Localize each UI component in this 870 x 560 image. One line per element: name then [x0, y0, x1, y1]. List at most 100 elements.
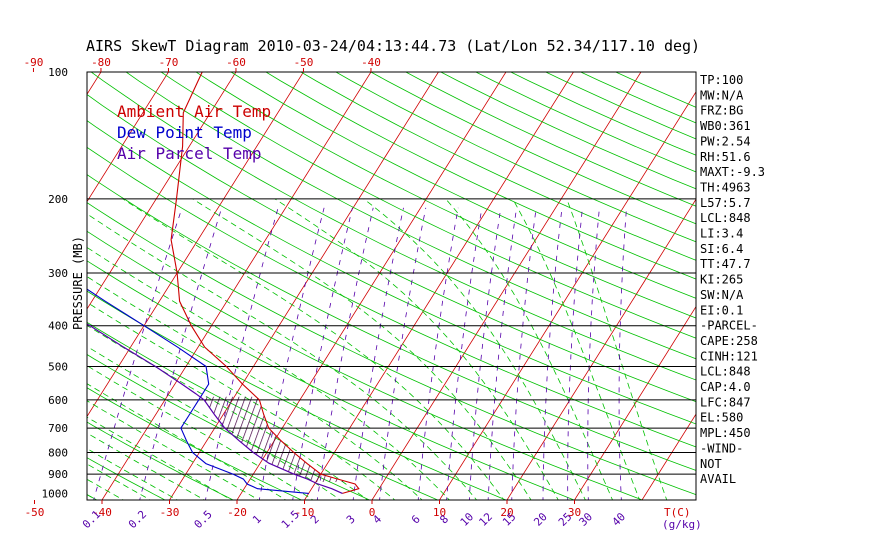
pressure-tick-label: 600: [48, 394, 68, 407]
index-entry: EI:0.1: [700, 303, 743, 317]
bottom-tick-label: -50: [25, 506, 45, 519]
dry-adiabat-line: [87, 202, 696, 496]
mixing-ratio-label: 20: [531, 510, 550, 529]
mixing-ratio-label: 3: [344, 513, 358, 527]
dry-adiabat-line: [125, 72, 696, 360]
index-entry: CAP:4.0: [700, 380, 751, 394]
mixing-ratio-line: [587, 207, 600, 500]
moist-adiabat-lines: [87, 198, 668, 500]
mixing-ratio-line: [511, 207, 537, 500]
mixing-ratio-unit: (g/kg): [662, 518, 702, 531]
bottom-tick-label: -20: [227, 506, 247, 519]
legend-entry: Air Parcel Temp: [117, 144, 262, 163]
mixing-ratio-label: 10: [458, 510, 477, 529]
isotherm-lines: [0, 53, 870, 503]
dry-adiabat-line: [87, 387, 303, 500]
index-entry: KI:265: [700, 273, 743, 287]
mixing-ratio-line: [618, 207, 627, 500]
ambient-temp-line: [170, 72, 360, 494]
index-entry: -PARCEL-: [700, 319, 758, 333]
dry-adiabat-line: [160, 72, 696, 339]
mixing-ratio-line: [379, 207, 427, 500]
moist-adiabat-line: [87, 448, 179, 500]
index-entry: LI:3.4: [700, 227, 743, 241]
dry-adiabat-line: [87, 120, 696, 425]
index-entry: SW:N/A: [700, 288, 744, 302]
bottom-tick-label: -30: [160, 506, 180, 519]
pressure-tick-label: 1000: [42, 487, 69, 500]
index-entry: MAXT:-9.3: [700, 165, 765, 179]
isobar-lines: [87, 198, 696, 475]
dry-adiabat-line: [0, 53, 33, 503]
isotherm-line: [641, 413, 696, 500]
index-entry: AVAIL: [700, 472, 736, 486]
moist-adiabat-line: [87, 400, 260, 500]
index-entry: FRZ:BG: [700, 104, 743, 118]
mixing-ratio-line: [258, 207, 325, 500]
mixing-ratio-line: [292, 207, 353, 500]
moist-adiabat-line: [192, 198, 532, 500]
dry-adiabat-line: [544, 72, 696, 140]
dry-adiabat-line: [195, 72, 696, 319]
cin-hatch-area: [200, 396, 349, 482]
dry-adiabat-line: [87, 457, 166, 500]
y-axis-label: PRESSURE (MB): [71, 236, 85, 330]
dry-adiabat-line: [87, 174, 696, 471]
bottom-tick-label: 20: [500, 506, 513, 519]
dry-adiabat-line: [87, 290, 508, 500]
bottom-tick-label: -40: [92, 506, 112, 519]
dry-adiabat-line: [300, 72, 696, 261]
moist-adiabat-line: [512, 198, 641, 500]
index-entry: PW:2.54: [700, 134, 751, 148]
top-tick-label: -70: [159, 56, 179, 69]
mixing-ratio-line: [446, 207, 483, 500]
mixing-ratio-line: [567, 207, 583, 500]
dry-adiabat-line: [87, 94, 696, 403]
moist-adiabat-line: [87, 383, 287, 500]
parcel-temp-line: [87, 323, 343, 494]
pressure-tick-label: 200: [48, 193, 68, 206]
moist-adiabat-line: [566, 198, 668, 500]
index-entry: WB0:361: [700, 119, 751, 133]
mixing-ratio-line: [352, 207, 404, 500]
moist-adiabat-line: [87, 432, 206, 500]
isotherm-line: [0, 53, 46, 503]
mixing-ratio-line: [417, 207, 459, 500]
cin-hatch: [200, 396, 349, 482]
isotherm-line: [304, 72, 574, 500]
isotherm-line: [169, 72, 439, 500]
index-entry: LCL:848: [700, 365, 751, 379]
mixing-ratio-line: [93, 207, 183, 500]
mixing-ratio-label: 6: [409, 513, 423, 527]
moist-adiabat-line: [87, 365, 314, 500]
mixing-ratio-line: [487, 207, 517, 500]
dry-adiabat-line: [230, 72, 696, 299]
dry-adiabat-line: [87, 230, 644, 500]
pressure-tick-label: 300: [48, 267, 68, 280]
pressure-tick-labels: 100 200 300 400 500 600 700 800 900 1000: [42, 66, 69, 500]
isotherm-line: [87, 72, 169, 203]
moist-adiabat-line: [87, 463, 152, 500]
index-entry: TT:47.7: [700, 257, 751, 271]
moist-adiabat-line: [274, 198, 559, 500]
top-tick-label: -40: [361, 56, 381, 69]
chart-title: AIRS SkewT Diagram 2010-03-24/04:13:44.7…: [86, 37, 700, 55]
isotherm-line: [506, 198, 696, 500]
pressure-tick-label: 800: [48, 447, 68, 460]
isotherm-line: [87, 72, 304, 418]
moist-adiabat-line: [445, 198, 613, 500]
x-axis-unit: T(C): [664, 506, 691, 519]
moist-adiabat-line: [87, 416, 233, 500]
moist-adiabat-line: [87, 276, 423, 500]
mixing-ratio-line: [205, 207, 279, 500]
isotherm-line: [574, 305, 696, 500]
isotherm-line: [776, 53, 870, 503]
dry-adiabat-line: [87, 260, 576, 500]
dry-adiabat-line: [87, 321, 439, 500]
bottom-tick-label: 0: [369, 506, 376, 519]
moist-adiabat-line: [363, 198, 586, 500]
bottom-tick-label: 10: [433, 506, 446, 519]
isotherm-line: [87, 72, 237, 310]
legend-entry: Dew Point Temp: [117, 123, 252, 142]
